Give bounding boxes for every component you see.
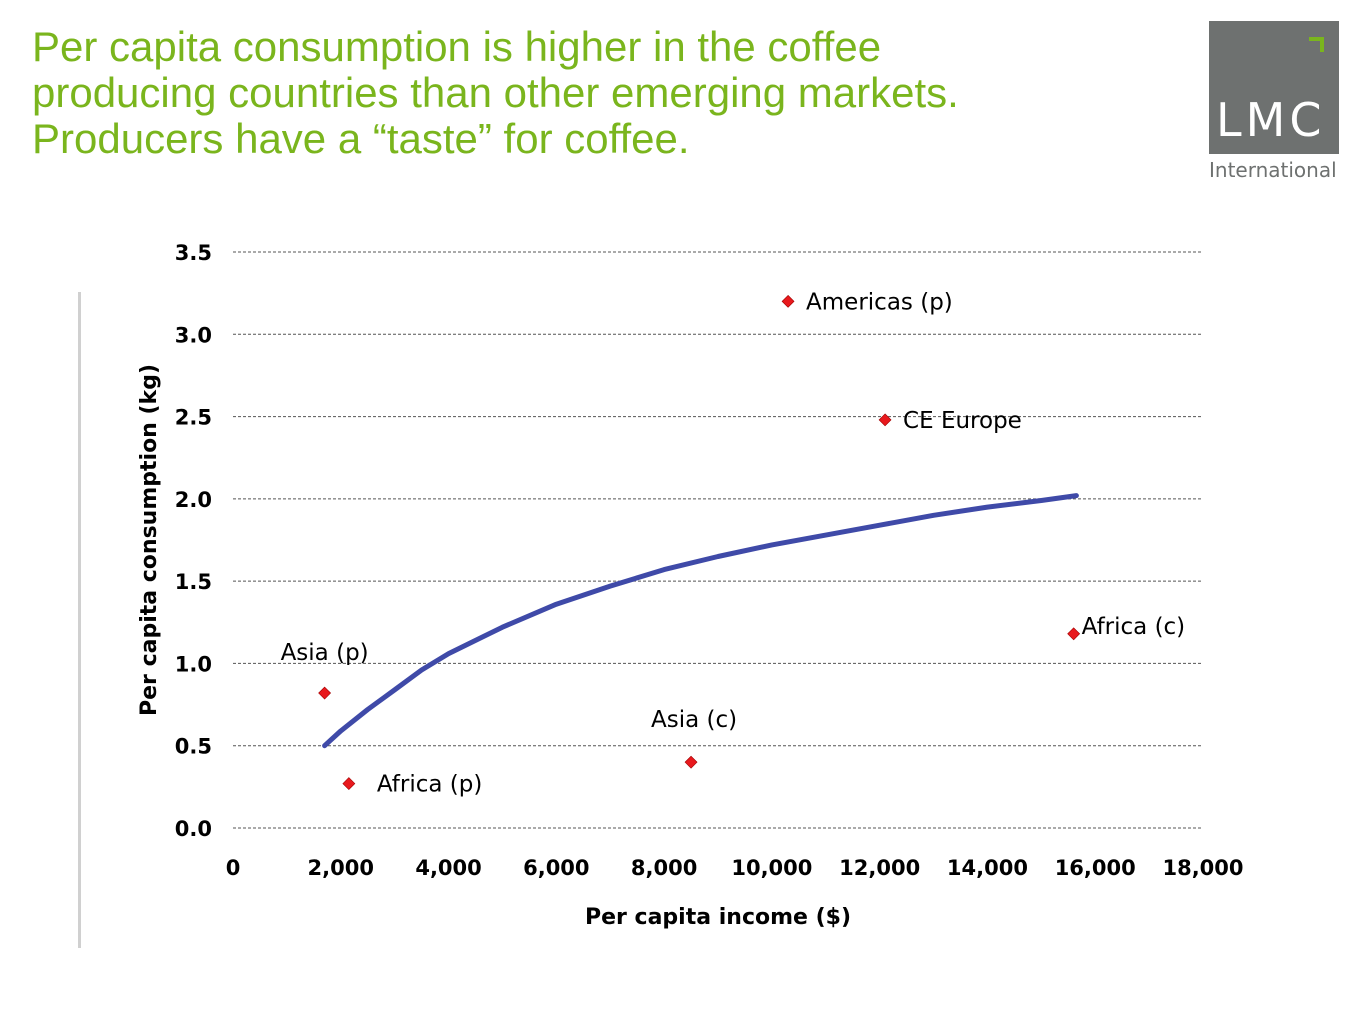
point-label: Africa (c): [1082, 614, 1186, 640]
slide-title: Per capita consumption is higher in the …: [32, 24, 1182, 162]
point-label: CE Europe: [903, 408, 1022, 434]
x-tick-label: 18,000: [1162, 856, 1243, 880]
data-point-marker: [878, 413, 892, 427]
logo-corner-mark: [1309, 37, 1324, 52]
y-tick-label: 2.5: [175, 406, 212, 430]
data-point-marker: [684, 755, 698, 769]
data-point-marker: [781, 294, 795, 308]
title-line-2: producing countries than other emerging …: [32, 69, 959, 116]
left-divider: [78, 292, 81, 948]
y-tick-label: 0.5: [175, 735, 212, 759]
logo-subtitle: International: [1209, 158, 1337, 182]
data-point-marker: [1067, 627, 1081, 641]
x-tick-label: 8,000: [631, 856, 697, 880]
point-label: Americas (p): [806, 289, 953, 315]
grid-lines: [233, 251, 1203, 829]
y-tick-label: 3.0: [175, 323, 212, 347]
data-point-marker: [342, 777, 356, 790]
x-tick-label: 14,000: [947, 856, 1028, 880]
y-tick-label: 0.0: [175, 817, 212, 841]
point-label: Africa (p): [377, 772, 482, 798]
y-tick-label: 1.0: [175, 652, 212, 676]
x-tick-label: 10,000: [731, 856, 812, 880]
data-point-marker: [318, 686, 332, 700]
x-tick-label: 0: [226, 856, 241, 880]
x-axis-ticks: 0 2,000 4,000 6,000 8,000 10,000 12,000 14,000 1…: [226, 856, 1244, 880]
x-tick-label: 6,000: [523, 856, 589, 880]
logo-text: LMC: [1216, 93, 1326, 147]
x-tick-label: 16,000: [1055, 856, 1136, 880]
data-points: [318, 294, 1081, 790]
trend-curve: [322, 493, 1079, 749]
point-label: Asia (c): [651, 707, 737, 733]
y-axis-ticks: 0.0 0.5 1.0 1.5 2.0 2.5 3.0 3.5: [175, 241, 212, 841]
title-line-3: Producers have a “taste” for coffee.: [32, 115, 690, 162]
point-label: Asia (p): [281, 640, 369, 666]
point-labels: Americas (p) CE Europe Africa (c) Asia (p) A…: [281, 289, 1186, 797]
x-axis-title: Per capita income ($): [585, 905, 851, 930]
x-tick-label: 2,000: [308, 856, 374, 880]
title-line-1: Per capita consumption is higher in the …: [32, 23, 882, 70]
y-tick-label: 3.5: [175, 241, 212, 265]
x-tick-label: 12,000: [839, 856, 920, 880]
y-tick-label: 2.0: [175, 488, 212, 512]
y-axis-title: Per capita consumption (kg): [137, 364, 162, 716]
x-tick-label: 4,000: [415, 856, 481, 880]
lmc-logo: LMC: [1209, 21, 1339, 154]
y-tick-label: 1.5: [175, 570, 212, 594]
